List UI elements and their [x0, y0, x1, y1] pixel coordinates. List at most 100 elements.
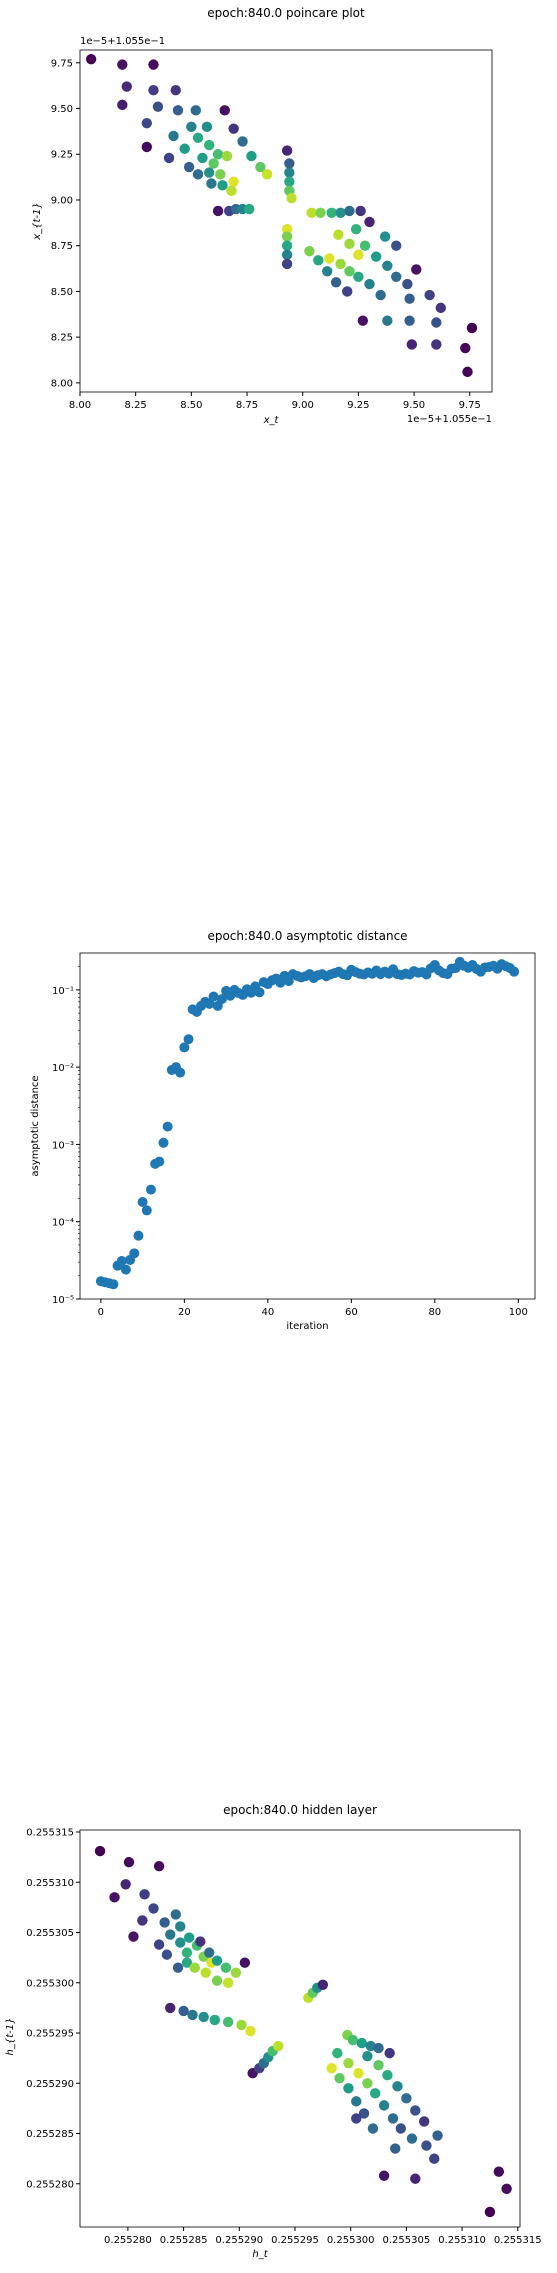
x-tick-label: 0.255305 — [383, 2235, 431, 2246]
data-point — [170, 85, 181, 96]
data-point — [201, 121, 213, 133]
x-tick-label: 100 — [509, 1307, 528, 1318]
data-point — [359, 240, 371, 251]
y-tick-label: 0.255305 — [26, 1928, 74, 1939]
data-point — [228, 123, 239, 134]
x-tick-label: 9.00 — [292, 400, 314, 411]
y-tick-label: 0.255280 — [26, 2179, 74, 2190]
data-point — [332, 2047, 343, 2059]
data-point — [432, 2130, 443, 2141]
data-point — [215, 169, 226, 180]
data-point — [353, 249, 364, 261]
data-point — [362, 2050, 373, 2062]
data-point — [158, 1137, 169, 1148]
data-point — [197, 152, 208, 164]
data-point — [137, 1915, 148, 1926]
data-point — [159, 1917, 170, 1928]
data-point — [120, 1264, 131, 1275]
data-point — [384, 2047, 395, 2059]
data-point — [355, 205, 366, 217]
data-point — [391, 271, 402, 282]
data-point — [192, 169, 204, 180]
data-point — [200, 1967, 212, 1978]
data-point — [217, 180, 228, 191]
data-point — [129, 1248, 140, 1259]
data-point — [189, 1962, 200, 1973]
y-tick-label: 0.255295 — [26, 2029, 74, 2040]
x-axis-label: h_t — [252, 2249, 268, 2260]
data-point — [121, 81, 132, 92]
chart-title: epoch:840.0 poincare plot — [207, 6, 365, 20]
y-tick-label: 10⁻⁴ — [52, 1218, 74, 1229]
data-point — [351, 2113, 362, 2124]
x-tick-label: 8.25 — [125, 400, 147, 411]
asymptotic-distance-chart: epoch:840.0 asymptotic distance 0 20 40 60 80… — [0, 920, 557, 1340]
x-tick-label: 9.75 — [459, 400, 481, 411]
data-point — [411, 264, 422, 275]
data-point — [373, 2059, 384, 2071]
data-point — [382, 260, 393, 272]
data-point — [373, 2042, 384, 2054]
x-tick-label: 0.255290 — [215, 2235, 263, 2246]
data-point — [501, 2183, 512, 2195]
x-tick-label: 0.255285 — [160, 2235, 208, 2246]
x-tick-label: 0.255315 — [494, 2235, 542, 2246]
x-tick-label: 8.75 — [236, 400, 258, 411]
data-point — [153, 1860, 165, 1872]
data-point — [335, 207, 346, 218]
data-point — [317, 1979, 329, 1990]
data-point — [85, 53, 97, 65]
data-point — [356, 2037, 368, 2049]
data-point — [304, 245, 315, 257]
y-tick-label: 10⁻¹ — [52, 986, 74, 997]
data-point — [364, 278, 375, 290]
data-point — [195, 1936, 206, 1947]
data-point — [221, 150, 233, 162]
data-point — [175, 1067, 186, 1078]
data-point — [335, 258, 346, 270]
data-point — [324, 253, 335, 264]
data-point — [239, 1957, 251, 1968]
data-point — [211, 1955, 223, 1966]
data-point — [148, 59, 159, 70]
data-point — [392, 2081, 403, 2092]
data-point — [378, 2100, 390, 2111]
data-point — [281, 258, 293, 270]
data-point — [183, 161, 195, 173]
data-point — [343, 2057, 354, 2069]
data-point — [404, 315, 415, 326]
data-point — [284, 176, 295, 187]
data-point — [222, 2016, 234, 2028]
data-point — [175, 1921, 186, 1932]
data-point — [170, 1909, 181, 1920]
data-point — [108, 1279, 119, 1290]
data-point — [183, 1034, 194, 1045]
y-tick-label: 8.50 — [51, 287, 73, 298]
x-tick-label: 40 — [261, 1307, 274, 1318]
data-point — [154, 1156, 165, 1167]
data-point — [379, 231, 391, 242]
y-tick-label: 9.75 — [51, 58, 73, 69]
data-point — [208, 991, 219, 1002]
data-point — [350, 224, 362, 235]
data-point — [370, 251, 382, 262]
data-point — [226, 185, 237, 197]
x-tick-label: 0.255300 — [327, 2235, 375, 2246]
data-point — [460, 342, 471, 354]
data-point — [220, 1962, 232, 1973]
poincare-plot-chart: epoch:840.0 poincare plot 8.00 8.25 8.50 8.7… — [0, 0, 557, 460]
data-point — [204, 998, 215, 1009]
y-axis-label: h_{t-1} — [5, 2018, 16, 2056]
data-point — [228, 176, 239, 187]
data-point — [162, 1121, 173, 1132]
data-point — [353, 2068, 364, 2079]
data-point — [186, 121, 197, 133]
data-point — [382, 315, 393, 326]
data-point — [387, 2113, 399, 2124]
data-point — [351, 2096, 362, 2107]
data-point — [466, 322, 478, 334]
data-point — [133, 1230, 144, 1241]
data-point — [117, 59, 128, 70]
data-point — [161, 1949, 173, 1960]
x-tick-label: 20 — [178, 1307, 191, 1318]
